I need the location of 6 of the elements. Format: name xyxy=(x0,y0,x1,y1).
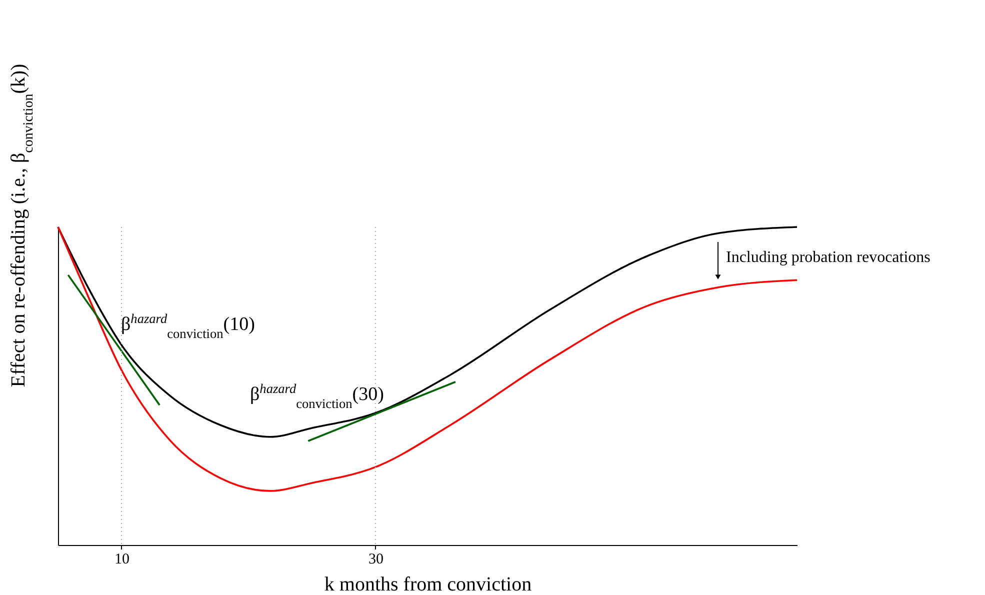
annotation: β$^{hazard}$$_{conviction}$(10) xyxy=(121,310,255,340)
x-axis-title: k months from conviction xyxy=(324,574,532,595)
x-tick-label: 10 xyxy=(114,552,130,568)
x-tick-label: 30 xyxy=(368,552,384,568)
annotation: β$^{hazard}$$_{conviction}$(30) xyxy=(250,380,384,410)
annotation: Including probation revocations xyxy=(726,249,930,266)
